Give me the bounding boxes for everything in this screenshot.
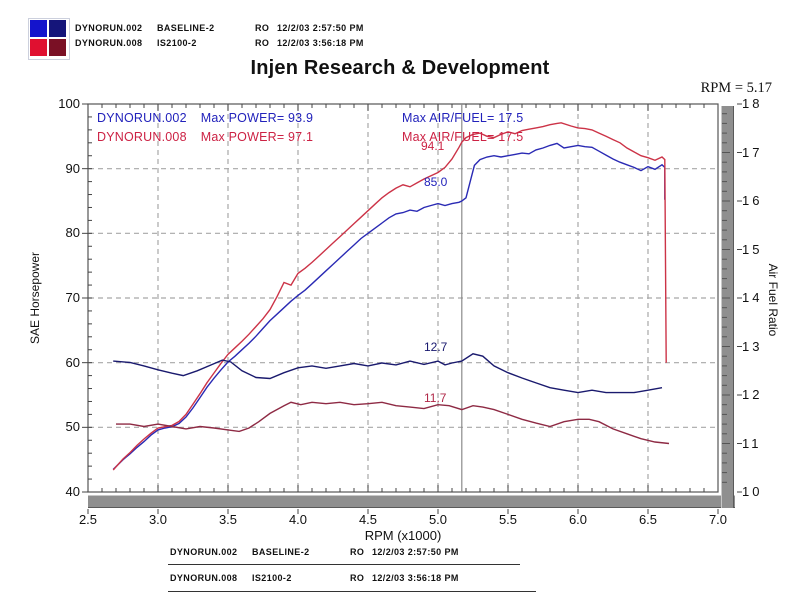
run-file: DYNORUN.008: [170, 573, 238, 583]
cursor-value-power-002: 85.0: [424, 175, 448, 189]
logo-square-navy: [49, 20, 66, 37]
run-datetime: 12/2/03 2:57:50 PM: [372, 547, 459, 557]
run-ro: RO: [350, 573, 365, 583]
ytickR-label: 11: [742, 435, 762, 451]
ytickL-label: 100: [58, 96, 80, 111]
ytickL-label: 40: [65, 484, 80, 499]
xtick-label: 7.0: [708, 512, 728, 527]
ytickL-label: 70: [65, 290, 80, 305]
run-name: IS2100-2: [157, 38, 197, 48]
x-axis-title: RPM (x1000): [364, 528, 442, 543]
ytickR-label: 13: [742, 338, 763, 354]
legend-file: DYNORUN.002: [97, 111, 187, 125]
ytickR-label: 10: [742, 484, 763, 499]
legend-max-afr: Max AIR/FUEL= 17.5: [402, 130, 524, 144]
xtick-label: 4.5: [358, 512, 378, 527]
xtick-label: 3.0: [148, 512, 168, 527]
run-name: BASELINE-2: [157, 23, 215, 33]
legend-file: DYNORUN.008: [97, 130, 187, 144]
header-run-row-1: DYNORUN.002 BASELINE-2 RO 12/2/03 2:57:5…: [75, 23, 364, 33]
xtick-label: 5.0: [428, 512, 448, 527]
run-ro: RO: [350, 547, 365, 557]
xtick-label: 6.0: [568, 512, 588, 527]
legend-max-power: Max POWER= 97.1: [200, 130, 314, 144]
xtick-label: 3.5: [218, 512, 238, 527]
footer-run-row-1: DYNORUN.002 BASELINE-2 RO 12/2/03 2:57:5…: [170, 547, 459, 557]
page-title: Injen Research & Development: [250, 57, 550, 79]
ytickR-label: 17: [742, 144, 763, 160]
legend-run-002-afr: Max AIR/FUEL= 17.5: [402, 111, 523, 125]
ytickL-label: 90: [65, 160, 80, 176]
run-file: DYNORUN.008: [75, 38, 143, 48]
run-datetime: 12/2/03 2:57:50 PM: [277, 23, 364, 33]
footer-divider-2: [168, 591, 536, 592]
winpep-logo: [28, 18, 70, 60]
ytickR-label: 15: [742, 241, 763, 257]
legend-max-power: Max POWER= 93.9: [200, 111, 314, 125]
legend-run-008-afr: Max AIR/FUEL= 17.5: [402, 130, 523, 144]
ytickR-label: 12: [742, 387, 763, 402]
footer-divider-1: [168, 564, 520, 565]
xtick-label: 4.0: [288, 512, 308, 527]
ytickR-label: 14: [742, 290, 763, 305]
ytickL-label: 60: [65, 354, 80, 370]
legend-run-002: DYNORUN.002 Max POWER= 93.9: [97, 111, 313, 125]
run-ro: RO: [255, 23, 270, 33]
cursor-value-power-008: 94.1: [421, 139, 445, 153]
run-ro: RO: [255, 38, 270, 48]
ytickR-label: 18: [742, 96, 763, 111]
logo-square-red: [30, 39, 47, 56]
run-datetime: 12/2/03 3:56:18 PM: [372, 573, 459, 583]
xtick-label: 5.5: [498, 512, 518, 527]
cursor-value-afr-002: 12.7: [424, 340, 448, 354]
logo-square-maroon: [49, 39, 66, 56]
run-name: BASELINE-2: [252, 547, 310, 557]
run-datetime: 12/2/03 3:56:18 PM: [277, 38, 364, 48]
cursor-rpm-readout: RPM = 5.17: [700, 80, 772, 96]
run-file: DYNORUN.002: [75, 23, 143, 33]
run-name: IS2100-2: [252, 573, 292, 583]
xtick-label: 6.5: [638, 512, 658, 527]
xtick-label: 2.5: [78, 512, 98, 527]
footer-run-row-2: DYNORUN.008 IS2100-2 RO 12/2/03 3:56:18 …: [170, 573, 459, 583]
run-file: DYNORUN.002: [170, 547, 238, 557]
ytickR-label: 16: [742, 193, 763, 208]
header-run-row-2: DYNORUN.008 IS2100-2 RO 12/2/03 3:56:18 …: [75, 38, 364, 48]
ytickL-label: 50: [65, 419, 80, 435]
legend-run-008: DYNORUN.008 Max POWER= 97.1: [97, 130, 313, 144]
logo-square-blue: [30, 20, 47, 37]
cursor-value-afr-008: 11.7: [424, 391, 447, 405]
ytickL-label: 80: [65, 225, 80, 241]
legend-max-afr: Max AIR/FUEL= 17.5: [402, 111, 524, 125]
